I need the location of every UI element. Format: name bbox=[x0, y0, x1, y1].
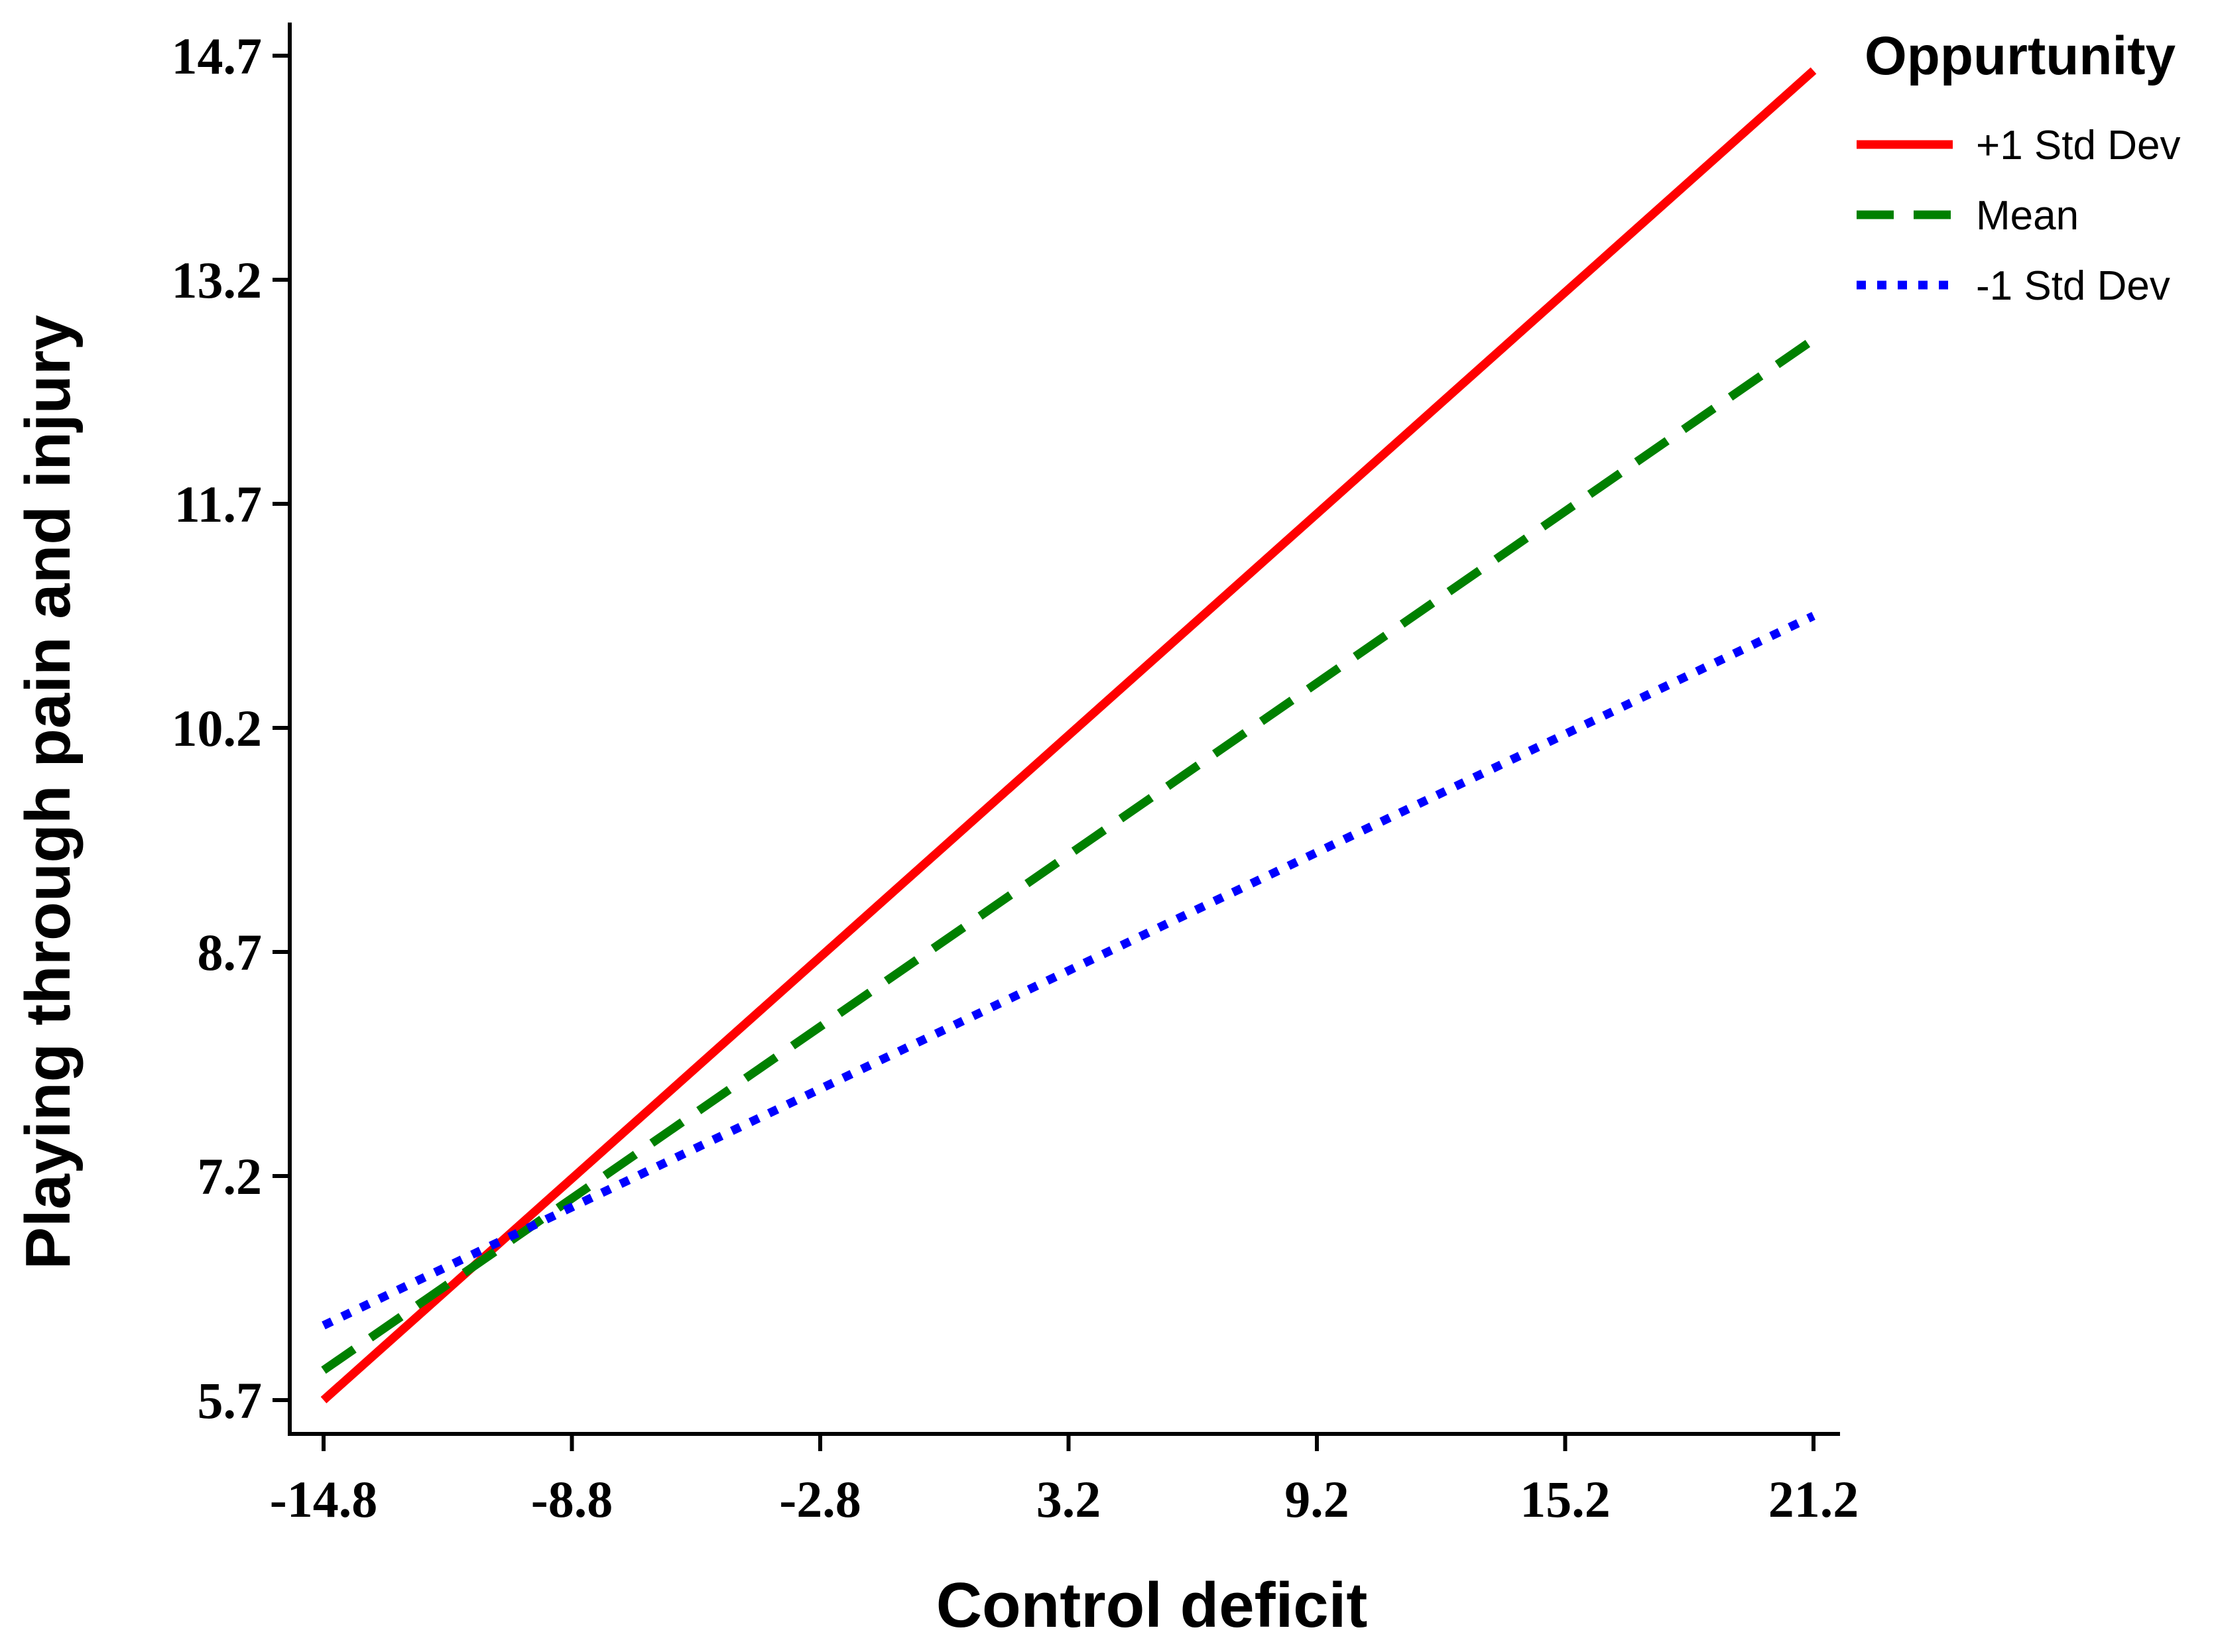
legend-label: Mean bbox=[1976, 193, 2079, 239]
y-tick-label: 11.7 bbox=[174, 475, 262, 533]
series-line bbox=[322, 612, 1815, 1330]
x-tick-label: 15.2 bbox=[1520, 1470, 1611, 1528]
x-tick-label: -2.8 bbox=[779, 1470, 861, 1528]
x-tick-label: 3.2 bbox=[1036, 1470, 1101, 1528]
legend-label: -1 Std Dev bbox=[1976, 263, 2170, 309]
series-line bbox=[321, 335, 1816, 1374]
legend-label: +1 Std Dev bbox=[1976, 123, 2180, 168]
x-axis-title: Control deficit bbox=[936, 1570, 1368, 1641]
y-axis-ticks: 5.7 7.2 8.7 10.2 11.7 13.2 14.7 bbox=[172, 27, 290, 1429]
x-tick-label: -14.8 bbox=[270, 1470, 377, 1528]
series-line bbox=[320, 67, 1817, 1403]
y-tick-label: 7.2 bbox=[198, 1148, 263, 1205]
series-layer bbox=[320, 67, 1817, 1403]
y-tick-label: 14.7 bbox=[172, 27, 263, 85]
y-tick-label: 8.7 bbox=[198, 923, 263, 981]
y-tick-label: 10.2 bbox=[172, 699, 263, 757]
legend-title: Oppurtunity bbox=[1865, 26, 2176, 86]
x-tick-label: -8.8 bbox=[531, 1470, 613, 1528]
y-axis-title: Playing through pain and injury bbox=[13, 315, 84, 1269]
x-tick-label: 9.2 bbox=[1284, 1470, 1349, 1528]
x-tick-label: 21.2 bbox=[1768, 1470, 1859, 1528]
legend: Oppurtunity +1 Std Dev Mean -1 Std Dev bbox=[1857, 26, 2180, 309]
y-tick-label: 5.7 bbox=[198, 1372, 263, 1429]
x-axis-ticks: -14.8 -8.8 -2.8 3.2 9.2 15.2 21.2 bbox=[270, 1434, 1859, 1528]
y-tick-label: 13.2 bbox=[172, 251, 263, 309]
